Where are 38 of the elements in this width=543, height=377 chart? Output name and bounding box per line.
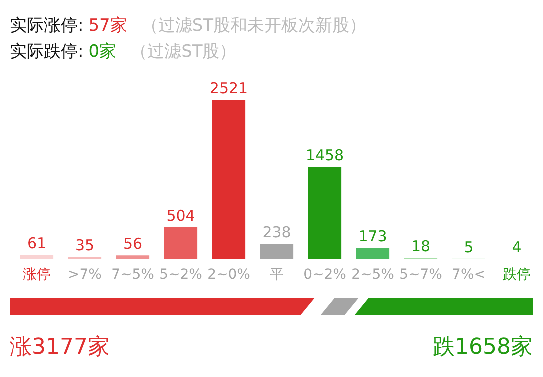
text: 57家 [88, 16, 128, 36]
data-label: 4 [512, 238, 522, 256]
bar [68, 256, 102, 260]
bar [260, 244, 294, 260]
bar [308, 167, 342, 260]
bar [356, 248, 390, 260]
x-tick-label: 平 [270, 267, 284, 284]
data-label: 5 [464, 238, 474, 256]
data-label: 173 [358, 228, 388, 246]
data-label: 35 [75, 236, 95, 254]
x-tick-label: 7~5% [112, 267, 154, 284]
x-tick-label: 2~5% [352, 267, 394, 284]
data-label: 56 [123, 235, 143, 254]
text: 0家 [88, 42, 117, 62]
data-label: 18 [411, 237, 431, 256]
x-tick-label: 跌停 [503, 267, 531, 284]
data-label: 238 [262, 224, 292, 242]
data-label: 61 [27, 234, 47, 253]
text: 实际跌停: [10, 42, 84, 62]
text: 涨3177家 [10, 334, 110, 362]
bar [164, 227, 198, 260]
x-tick-label: 涨停 [23, 267, 51, 284]
x-tick-label: >7% [68, 267, 102, 284]
x-tick-label: 5~2% [160, 267, 202, 284]
bar [116, 256, 150, 260]
text: （过滤ST股和未开板次新股） [141, 16, 367, 36]
data-label: 504 [166, 206, 196, 225]
text: 实际涨停: [10, 16, 84, 36]
text: （过滤ST股） [130, 42, 237, 62]
x-tick-label: 7%< [452, 267, 486, 284]
text: 跌1658家 [433, 334, 533, 362]
bar [212, 100, 246, 260]
data-label: 1458 [306, 146, 344, 165]
x-tick-label: 5~7% [400, 267, 442, 284]
data-label: 2521 [210, 80, 248, 98]
x-tick-label: 2~0% [208, 267, 250, 284]
x-tick-label: 0~2% [304, 267, 346, 284]
bar [20, 255, 54, 260]
